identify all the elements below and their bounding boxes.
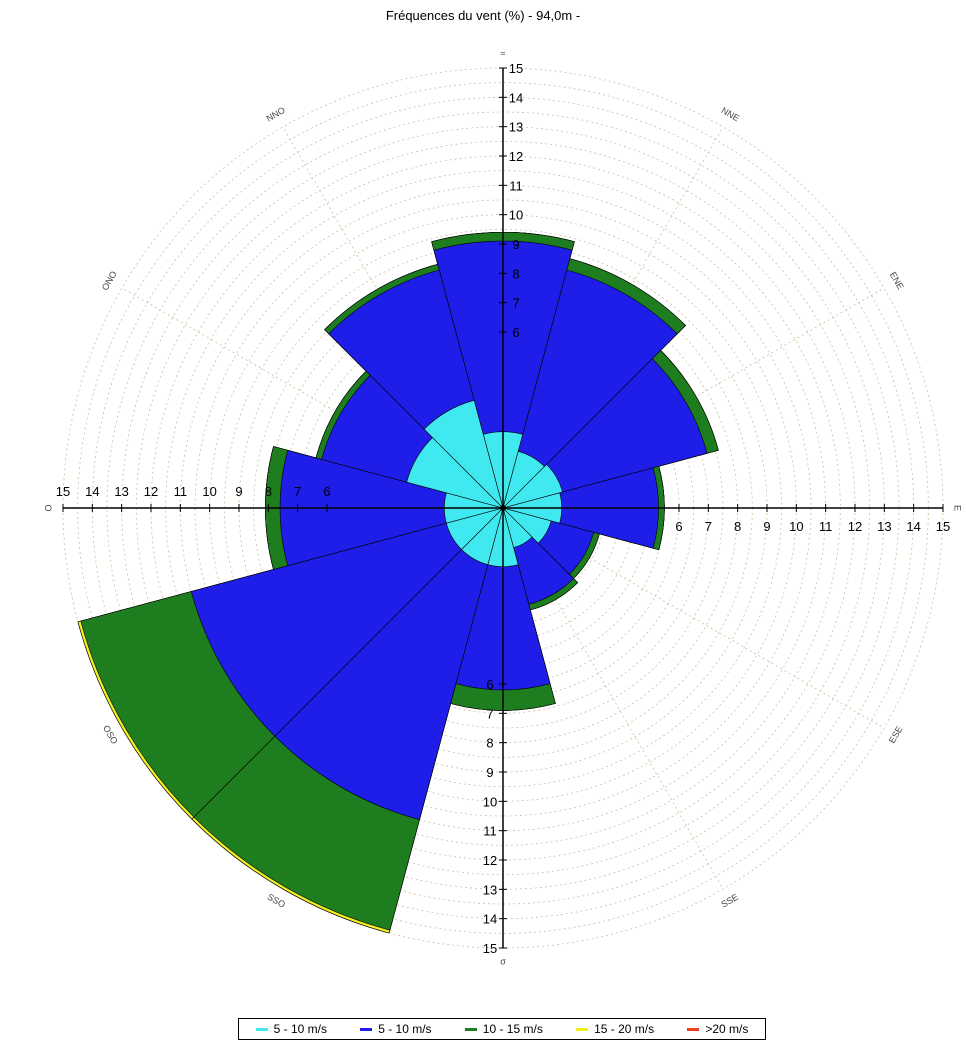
axis-tick-label: 14: [483, 912, 497, 927]
legend-item: 5 - 10 m/s: [360, 1022, 432, 1036]
axis-tick-label: 6: [323, 484, 330, 499]
wind-sector: [190, 507, 505, 737]
legend-label: 5 - 10 m/s: [273, 1022, 327, 1036]
grid-spoke: [121, 287, 504, 509]
axis-tick-label: 9: [763, 519, 770, 534]
axis-tick-label: 6: [486, 677, 493, 692]
legend-label: >20 m/s: [705, 1022, 749, 1036]
axis-tick-label: 12: [509, 149, 523, 164]
chart-title: Fréquences du vent (%) - 94,0m -: [385, 8, 581, 23]
legend-item: >20 m/s: [687, 1022, 748, 1036]
axis-tick-label: 14: [509, 90, 523, 105]
axis-tick-label: 12: [848, 519, 862, 534]
axis-tick-label: 13: [509, 120, 523, 135]
legend-swatch: [255, 1027, 268, 1031]
axis-tick-label: 8: [265, 484, 272, 499]
legend-label: 5 - 10 m/s: [378, 1022, 432, 1036]
wind-sector: [423, 399, 504, 510]
legend-label: 10 - 15 m/s: [482, 1022, 543, 1036]
axis-tick-label: 6: [675, 519, 682, 534]
axis-tick-label: 7: [486, 706, 493, 721]
axis-tick-label: 7: [705, 519, 712, 534]
wind-sector: [274, 506, 504, 821]
direction-label: NNE: [720, 105, 741, 123]
axis-tick-label: 14: [85, 484, 99, 499]
grid-spoke: [502, 507, 885, 729]
direction-label: ESE: [887, 724, 905, 745]
legend-item: 15 - 20 m/s: [576, 1022, 654, 1036]
axis-tick-label: 11: [819, 519, 833, 534]
direction-label: OSO: [101, 724, 120, 746]
wind-sector: [501, 507, 552, 544]
direction-label: σ: [500, 956, 506, 966]
axis-tick-label: 7: [294, 484, 301, 499]
grid-spoke: [502, 507, 724, 890]
axis-tick-label: 15: [936, 519, 950, 534]
direction-label: E: [953, 505, 963, 511]
legend-label: 15 - 20 m/s: [594, 1022, 655, 1036]
axis-tick-label: 15: [56, 484, 70, 499]
wind-sector: [501, 358, 708, 509]
axis-tick-label: 6: [512, 325, 519, 340]
axis-tick-label: 15: [509, 61, 523, 76]
axis-tick-label: 10: [789, 519, 803, 534]
legend-swatch: [360, 1027, 373, 1031]
axis-tick-label: 10: [202, 484, 216, 499]
axis-tick-label: 8: [734, 519, 741, 534]
axis-tick-label: 11: [509, 178, 523, 193]
legend-item: 5 - 10 m/s: [255, 1022, 327, 1036]
axis-tick-label: 9: [486, 765, 493, 780]
axis-tick-label: 7: [512, 296, 519, 311]
legend-swatch: [464, 1027, 477, 1031]
axis-tick-label: 12: [144, 484, 158, 499]
axis-tick-label: 10: [483, 794, 497, 809]
center-dot: [500, 505, 506, 511]
axis-tick-label: 13: [483, 882, 497, 897]
axis-tick-label: 13: [877, 519, 891, 534]
axis-tick-label: 12: [483, 853, 497, 868]
axis-tick-label: 9: [512, 237, 519, 252]
direction-label: ONO: [100, 269, 119, 292]
legend-swatch: [576, 1027, 589, 1031]
axis-tick-label: 13: [114, 484, 128, 499]
wind-sector: [501, 464, 563, 509]
direction-label: NNO: [265, 105, 287, 124]
axis-tick-label: 14: [906, 519, 920, 534]
direction-label: ≈: [501, 48, 506, 58]
direction-label: SSE: [719, 892, 740, 910]
axis-tick-label: 15: [483, 941, 497, 956]
legend-swatch: [687, 1027, 700, 1031]
wind-sector: [502, 269, 678, 510]
chart-legend: 5 - 10 m/s 5 - 10 m/s 10 - 15 m/s 15 - 2…: [238, 1018, 766, 1040]
axis-tick-label: 11: [483, 824, 497, 839]
axis-tick-label: 8: [512, 266, 519, 281]
axis-tick-label: 8: [486, 736, 493, 751]
axis-tick-label: 9: [235, 484, 242, 499]
legend-item: 10 - 15 m/s: [464, 1022, 543, 1036]
axis-tick-label: 10: [509, 208, 523, 223]
axis-tick-label: 11: [174, 484, 188, 499]
direction-label: O: [43, 504, 53, 511]
direction-label: ENE: [888, 270, 906, 291]
direction-label: SSO: [266, 892, 287, 910]
